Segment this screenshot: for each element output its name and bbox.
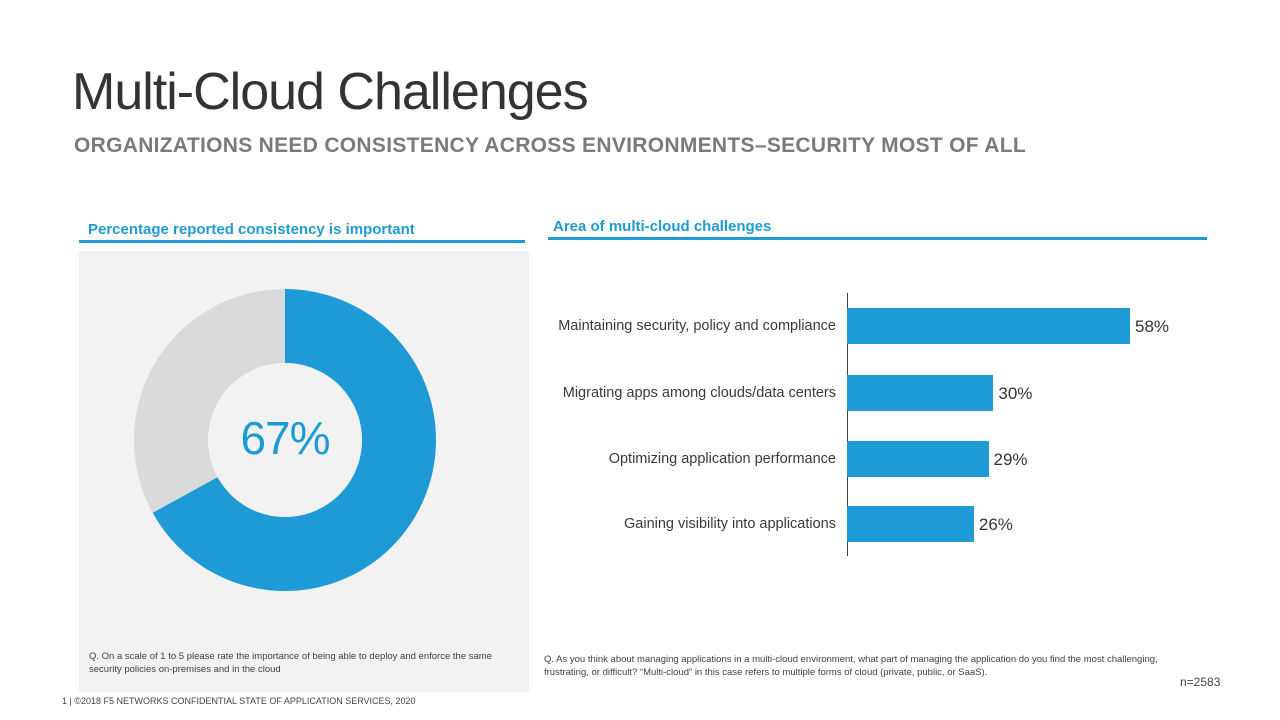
bar-category-label: Maintaining security, policy and complia…: [558, 318, 836, 334]
donut-heading-rule: [79, 240, 525, 243]
donut-question-note: Q. On a scale of 1 to 5 please rate the …: [89, 651, 492, 675]
bar-value-label: 30%: [998, 384, 1033, 403]
slide-title: Multi-Cloud Challenges: [72, 63, 589, 121]
bar-value-label: 26%: [978, 515, 1013, 534]
bar-question-note: Q. As you think about managing applicati…: [544, 654, 1158, 678]
donut-slice-remainder: [133, 289, 285, 513]
bar: [847, 375, 994, 411]
donut-chart: [133, 289, 437, 591]
bar: [847, 308, 1130, 344]
bar-chart-heading: Area of multi-cloud challenges: [553, 218, 772, 235]
donut-slice-important: [152, 289, 437, 591]
bar: [847, 506, 974, 542]
bar-category-label: Migrating apps among clouds/data centers: [562, 385, 836, 401]
donut-center-value: 67%: [240, 412, 330, 464]
bar-category-label: Optimizing application performance: [608, 451, 836, 467]
bar: [847, 441, 989, 477]
donut-chart-panel: 67% Q. On a scale of 1 to 5 please rate …: [79, 251, 529, 692]
bar-value-label: 58%: [1135, 317, 1170, 336]
bar-category-label: Gaining visibility into applications: [624, 516, 836, 532]
bar-heading-rule: [548, 237, 1207, 240]
donut-hole: [208, 363, 362, 517]
slide-footer: 1 | ©2018 F5 NETWORKS CONFIDENTIAL STATE…: [62, 696, 416, 706]
donut-chart-heading: Percentage reported consistency is impor…: [88, 221, 415, 238]
sample-size: n=2583: [1180, 675, 1221, 689]
bar-value-label: 29%: [993, 450, 1028, 469]
bar-chart-axis: [847, 293, 848, 556]
slide-subtitle: ORGANIZATIONS NEED CONSISTENCY ACROSS EN…: [74, 134, 1026, 157]
